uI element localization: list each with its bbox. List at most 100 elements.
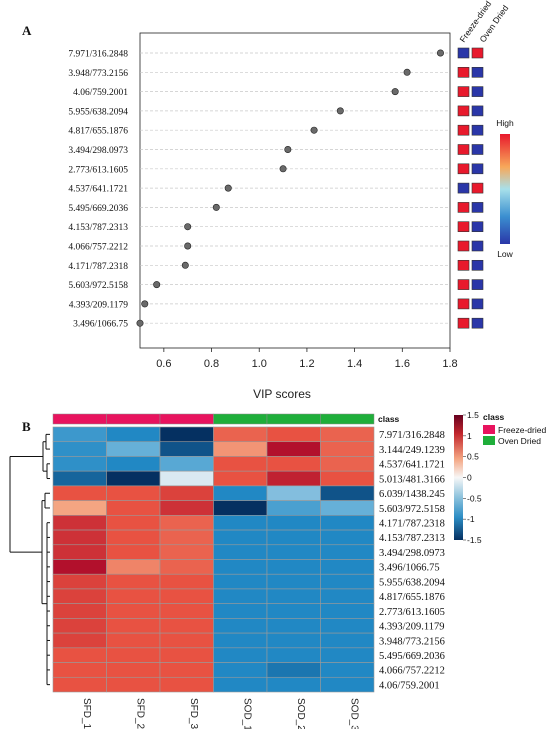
- vip-legend-bar: [500, 134, 510, 244]
- heatmap-cell: [214, 589, 268, 604]
- heatmap-cell: [160, 456, 214, 471]
- heatmap-cell: [160, 560, 214, 575]
- heatmap-class-cell: [160, 414, 214, 424]
- heatmap-scale-tick-label: 0.5: [467, 452, 479, 462]
- vip-x-tick-label: 1.8: [442, 358, 457, 370]
- vip-dot: [142, 301, 148, 307]
- vip-group-box: [472, 67, 483, 77]
- vip-feature-label: 2.773/613.1605: [68, 165, 128, 175]
- vip-group-box: [458, 183, 469, 193]
- vip-group-headers: Freeze-driedOven Dried: [457, 0, 510, 44]
- heatmap-cell: [53, 427, 107, 442]
- vip-feature-label: 4.393/209.1179: [69, 300, 129, 310]
- vip-group-box: [472, 318, 483, 328]
- vip-dot: [404, 69, 410, 75]
- heatmap-cell: [53, 663, 107, 678]
- vip-feature-label: 7.971/316.2848: [68, 50, 128, 60]
- heatmap-cell: [53, 471, 107, 486]
- vip-x-ticks: 0.6 0.8 1.0 1.2 1.4 1.6 1.8: [156, 348, 457, 370]
- heatmap-legend-swatch: [483, 436, 495, 445]
- heatmap-column-label: SOD_1: [241, 698, 252, 729]
- heatmap-scale-tick-label: 0: [467, 473, 472, 483]
- heatmap-cell: [267, 427, 321, 442]
- vip-feature-label: 3.494/298.0973: [68, 146, 128, 156]
- vip-dot: [437, 50, 443, 56]
- heatmap-cell: [160, 618, 214, 633]
- vip-plot-frame: [140, 33, 450, 348]
- heatmap-cell: [107, 427, 161, 442]
- heatmap-row-label: 6.039/1438.245: [379, 489, 445, 500]
- vip-feature-label: 3.948/773.2156: [68, 69, 128, 79]
- vip-group-box: [472, 164, 483, 174]
- vip-group-box: [472, 87, 483, 97]
- heatmap-column-label: SFD_1: [81, 698, 92, 729]
- heatmap-cell: [267, 560, 321, 575]
- heatmap-cell: [107, 545, 161, 560]
- heatmap-cell: [321, 604, 375, 619]
- vip-group-box: [458, 202, 469, 212]
- heatmap-cell: [214, 515, 268, 530]
- heatmap-cell: [214, 604, 268, 619]
- heatmap-row-label: 5.955/638.2094: [379, 577, 446, 588]
- heatmap-cell: [267, 677, 321, 692]
- heatmap-cell: [321, 589, 375, 604]
- vip-group-box: [472, 202, 483, 212]
- vip-x-tick-label: 1.4: [347, 358, 362, 370]
- heatmap-cell: [107, 633, 161, 648]
- heatmap-legend-label: Oven Dried: [498, 436, 541, 446]
- heatmap-scale-tick-label: -0.5: [467, 493, 482, 503]
- heatmap-cell: [321, 471, 375, 486]
- heatmap-cell: [53, 677, 107, 692]
- heatmap-cell: [321, 677, 375, 692]
- heatmap-cell: [321, 618, 375, 633]
- vip-group-box: [458, 87, 469, 97]
- heatmap-cell: [214, 486, 268, 501]
- heatmap-cell: [214, 501, 268, 516]
- heatmap-cell: [53, 486, 107, 501]
- heatmap-cell: [267, 663, 321, 678]
- heatmap-row-label: 5.013/481.3166: [379, 474, 445, 485]
- heatmap-cell: [107, 471, 161, 486]
- vip-group-box: [458, 67, 469, 77]
- vip-dot: [184, 224, 190, 230]
- heatmap-cell: [107, 589, 161, 604]
- heatmap-cell: [53, 442, 107, 457]
- heatmap-cell: [107, 486, 161, 501]
- vip-feature-labels: 7.971/316.2848 3.948/773.2156 4.06/759.200…: [68, 50, 128, 330]
- heatmap-cell: [53, 604, 107, 619]
- heatmap-cell: [214, 471, 268, 486]
- vip-group-box: [472, 183, 483, 193]
- heatmap-cell: [214, 560, 268, 575]
- heatmap-cell: [321, 633, 375, 648]
- heatmap-cell: [267, 530, 321, 545]
- vip-feature-label: 3.496/1066.75: [73, 320, 128, 330]
- heatmap-row-label: 4.066/757.2212: [379, 666, 445, 677]
- vip-group-box: [472, 222, 483, 232]
- heatmap-legend-label: Freeze-dried: [498, 425, 546, 435]
- heatmap-row-label: 3.496/1066.75: [379, 563, 440, 574]
- vip-group-box: [458, 145, 469, 155]
- heatmap-cell: [53, 589, 107, 604]
- heatmap-cell: [321, 530, 375, 545]
- vip-feature-label: 5.955/638.2094: [68, 107, 128, 117]
- heatmap-cell: [53, 560, 107, 575]
- vip-x-tick-label: 1.2: [299, 358, 314, 370]
- heatmap-cell: [53, 515, 107, 530]
- heatmap-cell: [53, 574, 107, 589]
- heatmap-cell: [53, 648, 107, 663]
- vip-dot: [184, 243, 190, 249]
- heatmap-cell: [53, 545, 107, 560]
- vip-feature-label: 4.171/787.2318: [68, 262, 128, 272]
- heatmap-cell: [267, 545, 321, 560]
- heatmap-cell: [214, 442, 268, 457]
- vip-legend-high: High: [496, 118, 514, 128]
- vip-dot: [137, 320, 143, 326]
- heatmap-scale-tick-label: 1.5: [467, 410, 479, 420]
- heatmap-row-label: 3.494/298.0973: [379, 548, 445, 559]
- vip-group-box: [458, 164, 469, 174]
- vip-feature-label: 5.495/669.2036: [68, 204, 128, 214]
- vip-group-box: [472, 125, 483, 135]
- heatmap-row-label: 5.495/669.2036: [379, 651, 445, 662]
- heatmap-cell: [160, 677, 214, 692]
- heatmap-row-label: 4.393/209.1179: [379, 622, 445, 633]
